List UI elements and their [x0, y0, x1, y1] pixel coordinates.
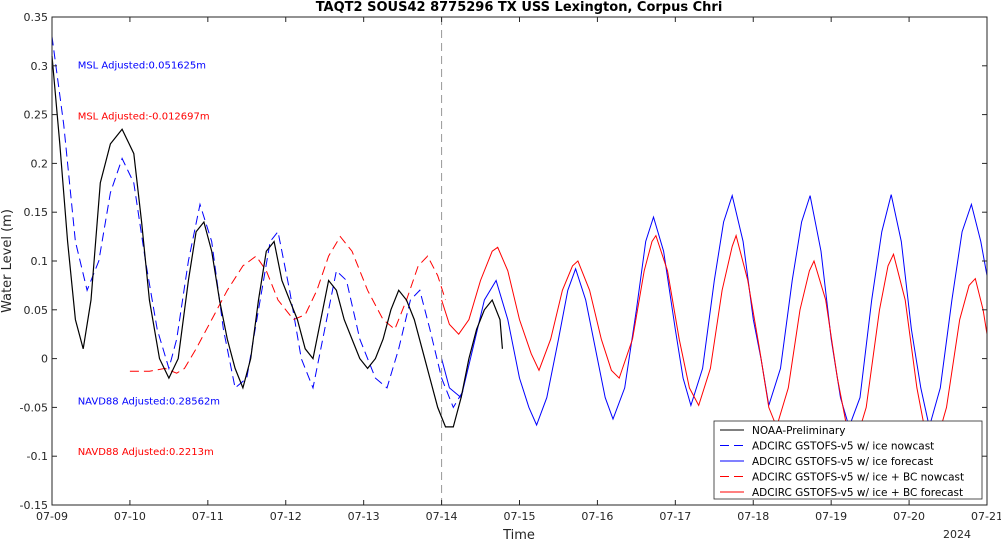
x-tick-label: 07-17 [659, 510, 691, 523]
y-tick-label: 0.25 [24, 109, 49, 122]
legend: NOAA-Preliminary ADCIRC GSTOFS-v5 w/ ice … [713, 420, 983, 500]
x-tick-label: 07-16 [581, 510, 613, 523]
x-tick-label: 07-09 [36, 510, 68, 523]
series-line-4 [441, 233, 988, 453]
y-tick-label: 0 [41, 353, 48, 366]
chart-title: TAQT2 SOUS42 8775296 TX USS Lexington, C… [316, 0, 723, 15]
series-layer [51, 36, 988, 453]
x-axis-year-label: 2024 [943, 528, 971, 541]
x-tick-label: 07-15 [504, 510, 536, 523]
adjustment-annotations: MSL Adjusted:0.051625m MSL Adjusted:-0.01… [78, 61, 220, 458]
series-line-0 [51, 55, 503, 428]
legend-label: ADCIRC GSTOFS-v5 w/ ice + BC forecast [752, 487, 963, 499]
x-tick-label: 07-18 [737, 510, 769, 523]
y-tick-label: 0.2 [31, 157, 49, 170]
x-tick-label: 07-10 [114, 510, 146, 523]
x-axis-title: Time [502, 528, 535, 541]
x-tick-label: 07-12 [270, 510, 302, 523]
x-tick-label: 07-20 [893, 510, 925, 523]
annotation-text: MSL Adjusted:0.051625m [78, 61, 206, 72]
y-tick-label: 0.1 [31, 255, 49, 268]
legend-label: ADCIRC GSTOFS-v5 w/ ice forecast [752, 456, 933, 468]
x-tick-label: 07-14 [426, 510, 458, 523]
legend-label: ADCIRC GSTOFS-v5 w/ ice + BC nowcast [752, 472, 964, 484]
x-axis-ticks: 07-09 07-10 07-11 07-12 07-13 07-14 07-15 07-16… [36, 17, 1001, 523]
x-tick-label: 07-13 [348, 510, 380, 523]
y-tick-label: -0.05 [20, 401, 48, 414]
y-tick-label: -0.15 [20, 499, 48, 512]
x-tick-label: 07-21 [971, 510, 1001, 523]
legend-items: NOAA-Preliminary ADCIRC GSTOFS-v5 w/ ice … [720, 425, 964, 499]
legend-label: NOAA-Preliminary [752, 425, 845, 437]
annotation-text: NAVD88 Adjusted:0.2213m [78, 447, 214, 458]
y-axis-title: Water Level (m) [0, 209, 15, 313]
y-tick-label: 0.3 [31, 60, 49, 73]
series-line-3 [129, 235, 446, 374]
y-tick-label: 0.15 [24, 206, 49, 219]
y-tick-label: -0.1 [27, 450, 48, 463]
series-line-1 [51, 36, 466, 409]
legend-label: ADCIRC GSTOFS-v5 w/ ice nowcast [752, 441, 934, 453]
y-axis-ticks: -0.15 -0.1 -0.05 0 0.05 0.1 0.15 0.2 0.25 0.3 0.35 [20, 11, 987, 512]
series-line-2 [441, 193, 988, 429]
x-tick-label: 07-11 [192, 510, 224, 523]
y-tick-label: 0.35 [24, 11, 49, 24]
annotation-text: MSL Adjusted:-0.012697m [78, 111, 210, 122]
annotation-text: NAVD88 Adjusted:0.28562m [78, 396, 220, 407]
x-tick-label: 07-19 [815, 510, 847, 523]
y-tick-label: 0.05 [24, 304, 49, 317]
legend-box [713, 420, 983, 500]
